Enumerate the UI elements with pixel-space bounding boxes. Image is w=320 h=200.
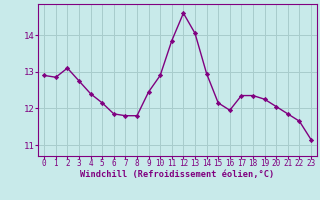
X-axis label: Windchill (Refroidissement éolien,°C): Windchill (Refroidissement éolien,°C) — [80, 170, 275, 179]
